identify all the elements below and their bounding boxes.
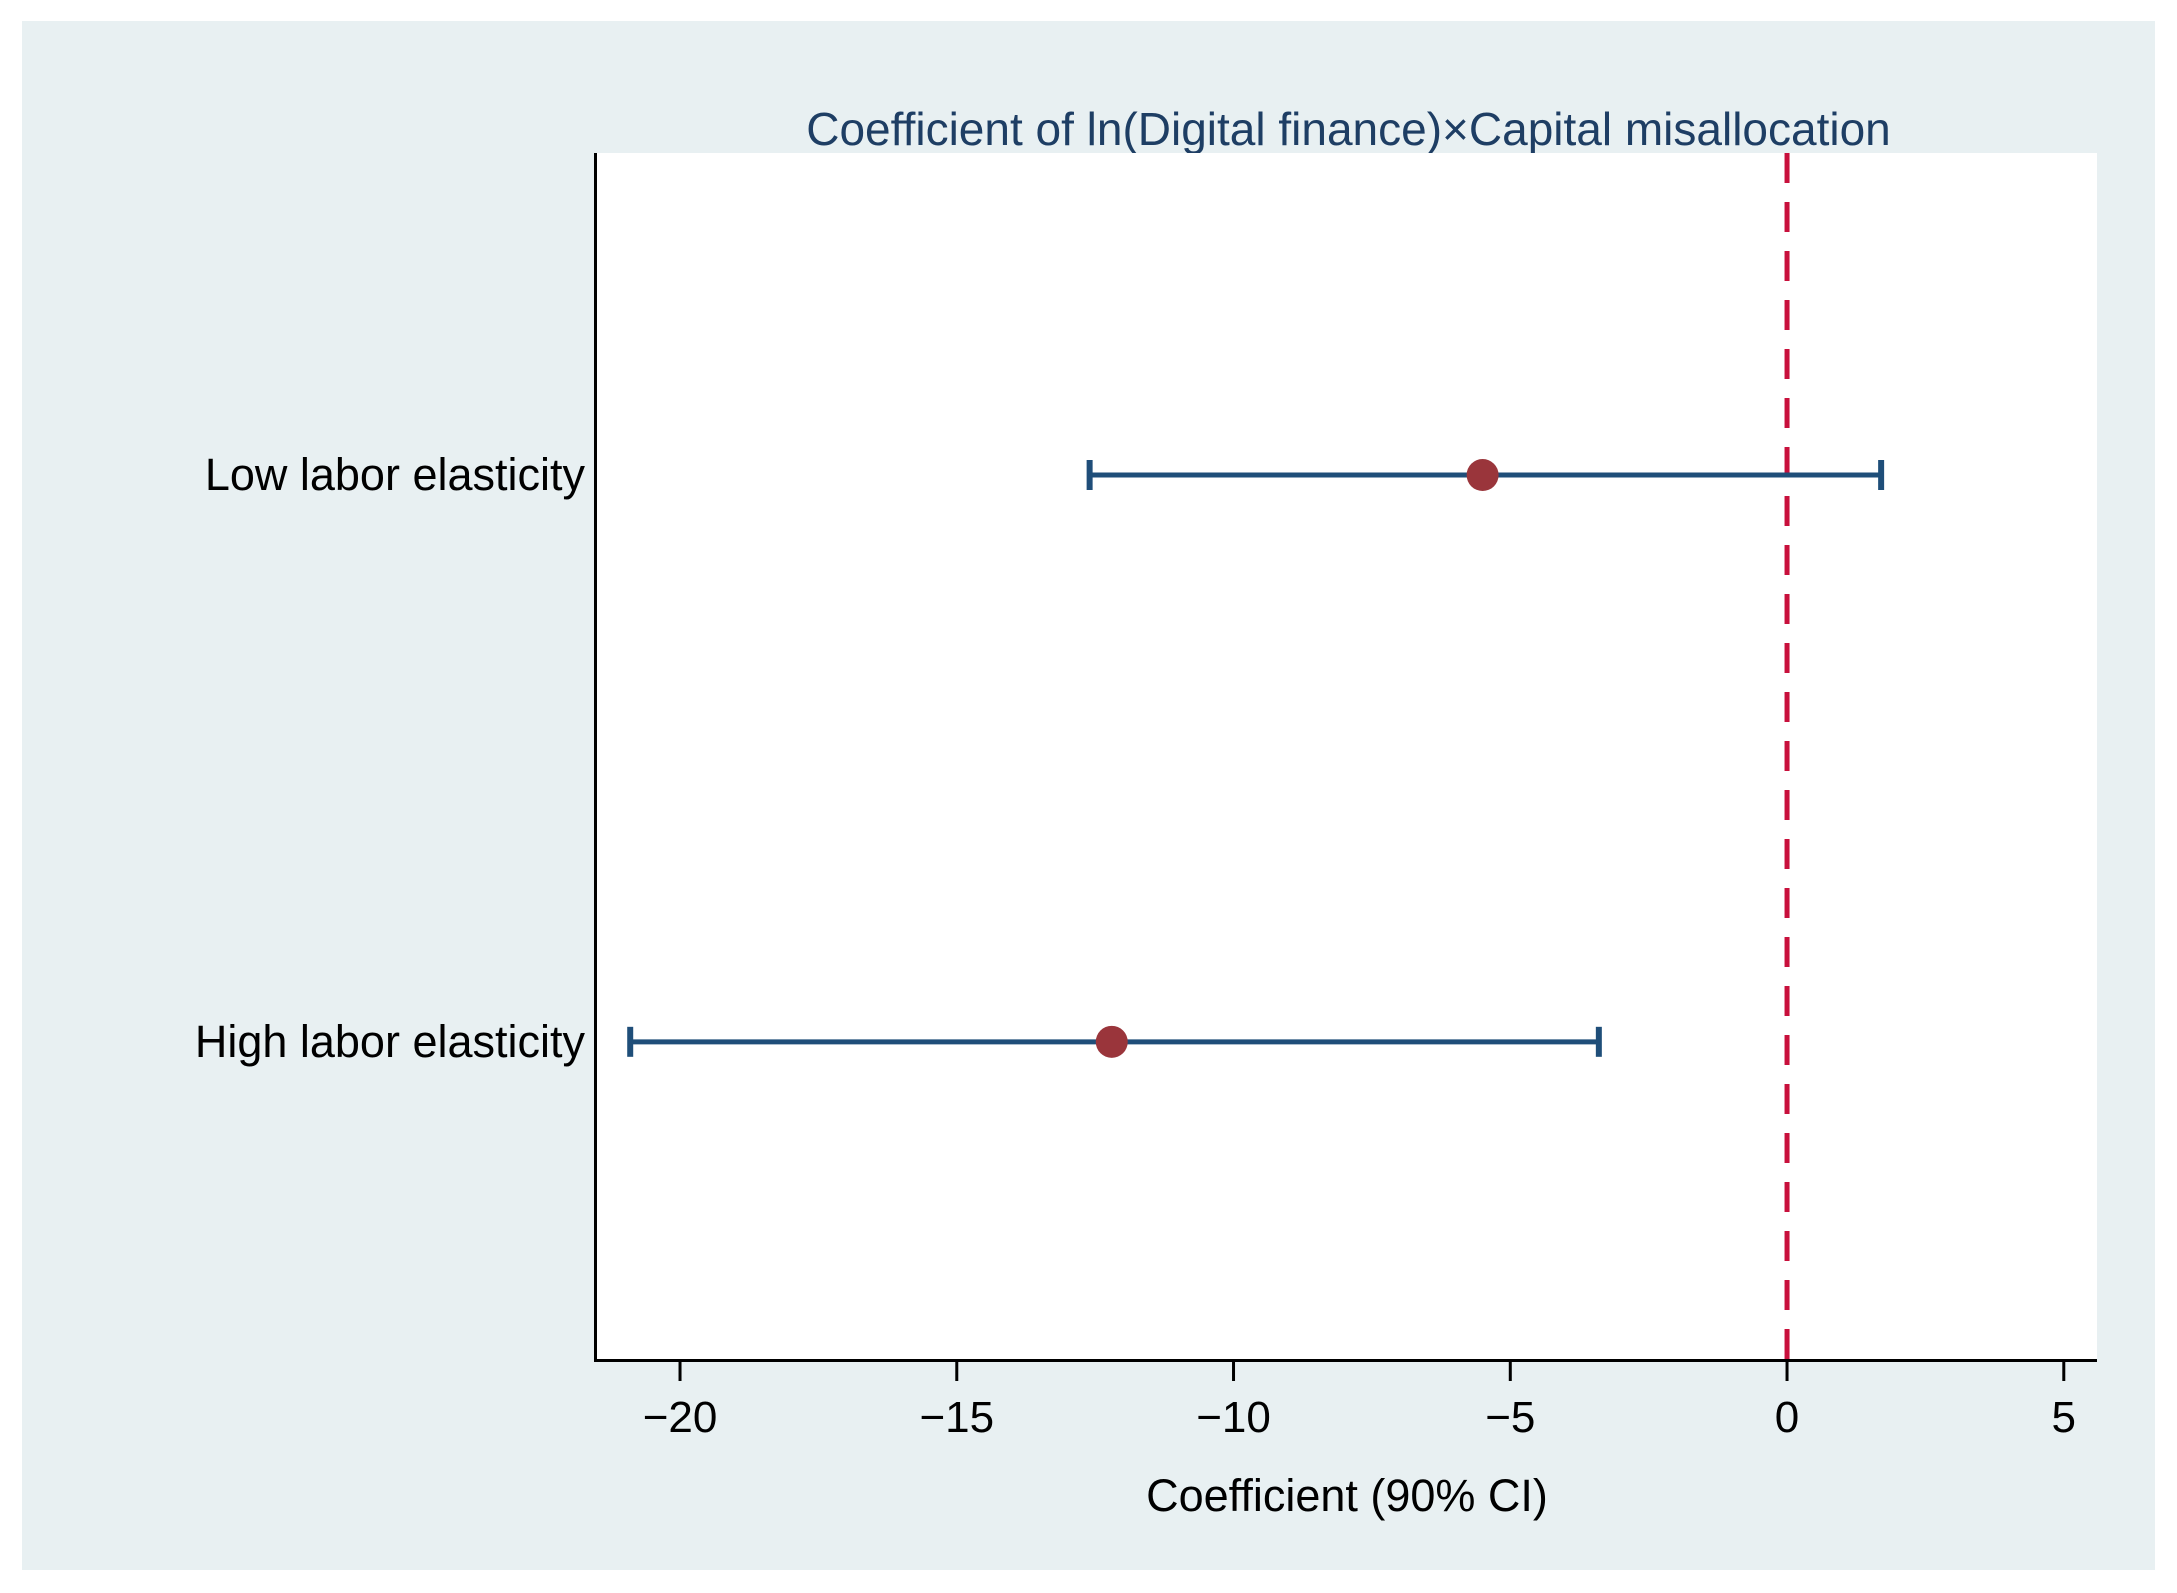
chart-title: Coefficient of ln(Digital finance)×Capit… — [806, 103, 1891, 155]
x-tick-label: 0 — [1775, 1393, 1799, 1442]
x-axis-label: Coefficient (90% CI) — [1146, 1470, 1548, 1521]
x-tick-label: −5 — [1485, 1393, 1535, 1442]
chart-svg: −20 −15 −10 −5 0 5 — [627, 153, 2076, 1442]
plot-area: −20 −15 −10 −5 0 5 — [594, 153, 2097, 1442]
plot-canvas: Coefficient of ln(Digital finance)×Capit… — [22, 21, 2155, 1570]
category-label-low-labor-elasticity: Low labor elasticity — [204, 449, 585, 500]
category-label-high-labor-elasticity: High labor elasticity — [194, 1016, 585, 1067]
x-tick-label: 5 — [2052, 1393, 2076, 1442]
x-tick-label: −15 — [919, 1393, 994, 1442]
point-estimate-marker — [1466, 459, 1499, 492]
x-tick-label: −10 — [1196, 1393, 1271, 1442]
point-estimate-marker — [1095, 1025, 1128, 1058]
x-tick-label: −20 — [643, 1393, 718, 1442]
